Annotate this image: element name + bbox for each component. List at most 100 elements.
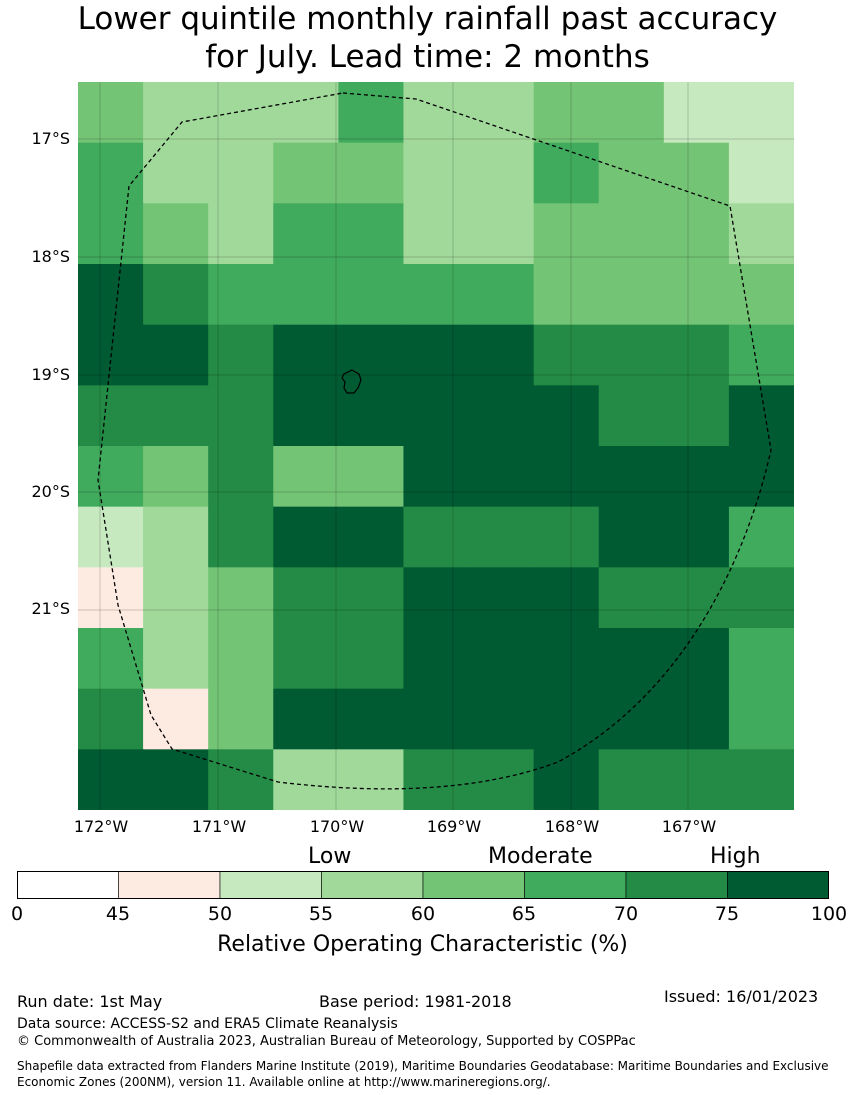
colorbar-svg [16, 870, 830, 900]
issued-date: Issued: 16/01/2023 [664, 987, 819, 1006]
grid-cell [533, 506, 600, 568]
grid-cell [338, 142, 405, 204]
colorbar-tick-75: 75 [714, 903, 740, 925]
grid-cells [78, 82, 794, 810]
eez-boundary [97, 92, 772, 790]
grid-cell [598, 628, 665, 690]
title-line-1: Lower quintile monthly rainfall past acc… [77, 1, 778, 37]
grid-cell [273, 203, 339, 265]
grid-cell [598, 203, 665, 265]
grid-cell [208, 688, 274, 750]
grid-cell [273, 688, 339, 750]
lat-label-19s: 19°S [31, 365, 70, 384]
grid-cell [663, 324, 730, 386]
grid-cell [78, 749, 144, 810]
grid-cell [338, 628, 405, 690]
colorbar-segment-0-45 [16, 870, 119, 900]
category-low: Low [308, 844, 352, 869]
graticule [78, 82, 794, 810]
grid-cell [403, 567, 470, 629]
grid-cell [78, 82, 144, 144]
grid-cell [598, 446, 665, 508]
grid-cell [403, 82, 470, 144]
grid-cell [728, 82, 794, 144]
grid-cell [338, 749, 405, 810]
grid-cell [728, 688, 794, 750]
grid-cell [208, 628, 274, 690]
grid-cell [533, 324, 600, 386]
grid-cell [208, 264, 274, 326]
grid-cell [273, 264, 339, 326]
grid-cell [273, 628, 339, 690]
grid-cell [533, 203, 600, 265]
grid-cell [208, 506, 274, 568]
grid-cell [598, 385, 665, 447]
grid-cell [143, 264, 209, 326]
grid-cell [468, 567, 535, 629]
grid-cell [468, 688, 535, 750]
grid-cell [403, 628, 470, 690]
colorbar-tick-0: 0 [10, 903, 24, 925]
grid-cell [403, 446, 470, 508]
grid-cell [338, 446, 405, 508]
lat-label-20s: 20°S [31, 482, 70, 501]
grid-cell [143, 82, 209, 144]
grid-cell [468, 749, 535, 810]
grid-cell [78, 688, 144, 750]
grid-cell [728, 628, 794, 690]
grid-cell [533, 749, 600, 810]
colorbar-title: Relative Operating Characteristic (%) [217, 932, 628, 957]
grid-cell [533, 688, 600, 750]
lon-label-168w: 168°W [544, 817, 600, 836]
run-date: Run date: 1st May [17, 992, 163, 1011]
map-panel [78, 82, 794, 810]
copyright: © Commonwealth of Australia 2023, Austra… [17, 1034, 636, 1049]
colorbar-tick-55: 55 [308, 903, 334, 925]
grid-cell [728, 506, 794, 568]
grid-cell [728, 203, 794, 265]
colorbar-segment-55-60 [321, 870, 424, 900]
grid-cell [598, 264, 665, 326]
grid-cell [208, 82, 274, 144]
lon-label-170w: 170°W [309, 817, 365, 836]
grid-cell [468, 142, 535, 204]
grid-cell [208, 567, 274, 629]
colorbar-tick-45: 45 [105, 903, 131, 925]
grid-cell [728, 142, 794, 204]
grid-cell [78, 628, 144, 690]
grid-cell [663, 446, 730, 508]
grid-cell [273, 446, 339, 508]
grid-cell [338, 264, 405, 326]
grid-cell [78, 264, 144, 326]
grid-cell [663, 203, 730, 265]
grid-cell [208, 749, 274, 810]
grid-cell [598, 324, 665, 386]
grid-cell [338, 567, 405, 629]
colorbar-segment-60-65 [422, 870, 525, 900]
grid-cell [598, 749, 665, 810]
grid-cell [143, 385, 209, 447]
colorbar-tick-60: 60 [410, 903, 436, 925]
grid-cell [208, 385, 274, 447]
grid-cell [403, 324, 470, 386]
lon-label-171w: 171°W [191, 817, 247, 836]
niue-island [341, 369, 362, 394]
colorbar-tick-100: 100 [810, 903, 848, 925]
lat-label-17s: 17°S [31, 129, 70, 148]
grid-cell [728, 264, 794, 326]
grid-cell [533, 628, 600, 690]
grid-cell [728, 749, 794, 810]
grid-cell [663, 749, 730, 810]
grid-cell [143, 567, 209, 629]
grid-cell [78, 142, 144, 204]
grid-cell [468, 506, 535, 568]
grid-cell [273, 385, 339, 447]
grid-cell [78, 567, 144, 629]
title-line-2: for July. Lead time: 2 months [205, 39, 650, 75]
grid-cell [208, 446, 274, 508]
grid-cell [143, 506, 209, 568]
grid-cell [338, 688, 405, 750]
grid-cell [728, 324, 794, 386]
grid-cell [598, 506, 665, 568]
colorbar-tick-50: 50 [207, 903, 233, 925]
